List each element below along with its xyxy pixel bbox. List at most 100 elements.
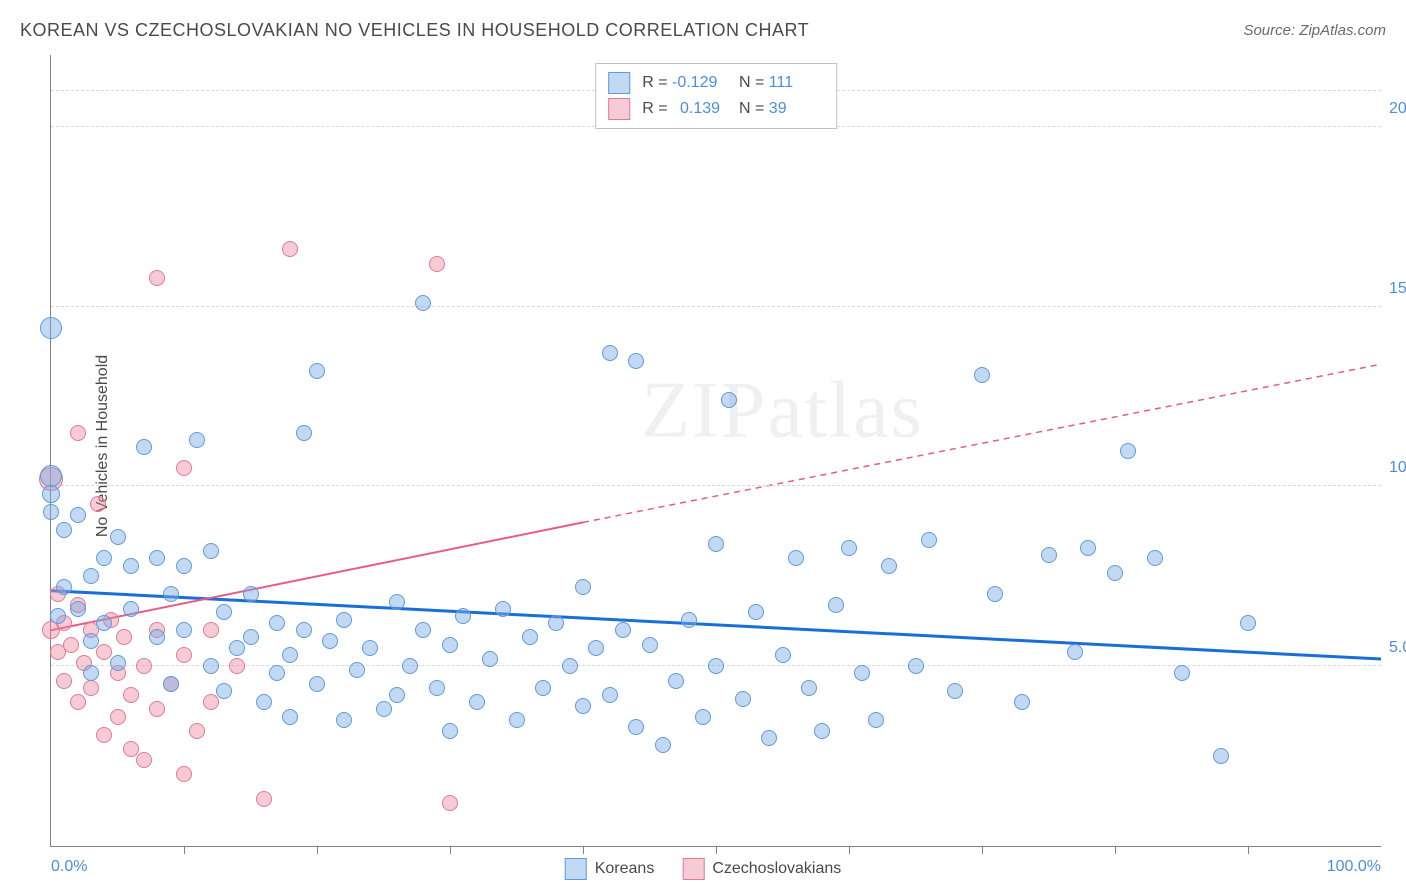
data-point: [1067, 644, 1083, 660]
data-point: [1174, 665, 1190, 681]
data-point: [70, 601, 86, 617]
data-point: [1041, 547, 1057, 563]
data-point: [322, 633, 338, 649]
legend-row-korean: R = -0.129 N = 111: [608, 70, 824, 96]
data-point: [575, 698, 591, 714]
data-point: [123, 601, 139, 617]
data-point: [56, 522, 72, 538]
gridline: [51, 306, 1381, 307]
data-point: [562, 658, 578, 674]
data-point: [828, 597, 844, 613]
legend-label-czech: Czechoslovakians: [712, 860, 841, 878]
data-point: [136, 752, 152, 768]
data-point: [735, 691, 751, 707]
data-point: [56, 579, 72, 595]
data-point: [136, 439, 152, 455]
data-point: [176, 766, 192, 782]
data-point: [63, 637, 79, 653]
data-point: [947, 683, 963, 699]
legend-label-korean: Koreans: [595, 860, 655, 878]
data-point: [362, 640, 378, 656]
data-point: [50, 608, 66, 624]
data-point: [256, 791, 272, 807]
data-point: [642, 637, 658, 653]
data-point: [189, 432, 205, 448]
data-point: [216, 604, 232, 620]
data-point: [1107, 565, 1123, 581]
data-point: [163, 586, 179, 602]
data-point: [655, 737, 671, 753]
data-point: [389, 687, 405, 703]
swatch-czech: [608, 98, 630, 120]
x-max-label: 100.0%: [1327, 858, 1381, 876]
gridline: [51, 485, 1381, 486]
data-point: [123, 687, 139, 703]
x-tick: [583, 846, 584, 854]
data-point: [868, 712, 884, 728]
data-point: [176, 460, 192, 476]
data-point: [309, 363, 325, 379]
data-point: [203, 543, 219, 559]
data-point: [628, 353, 644, 369]
data-point: [402, 658, 418, 674]
x-tick: [849, 846, 850, 854]
data-point: [163, 676, 179, 692]
data-point: [136, 658, 152, 674]
data-point: [70, 425, 86, 441]
swatch-korean-icon: [565, 858, 587, 880]
data-point: [243, 586, 259, 602]
swatch-czech-icon: [682, 858, 704, 880]
legend-item-korean: Koreans: [565, 858, 655, 880]
data-point: [881, 558, 897, 574]
data-point: [296, 425, 312, 441]
data-point: [203, 622, 219, 638]
data-point: [1120, 443, 1136, 459]
data-point: [116, 629, 132, 645]
data-point: [96, 550, 112, 566]
data-point: [455, 608, 471, 624]
source-label: Source: ZipAtlas.com: [1243, 22, 1386, 39]
data-point: [628, 719, 644, 735]
y-tick-label: 10.0%: [1389, 459, 1406, 477]
data-point: [123, 558, 139, 574]
data-point: [83, 680, 99, 696]
plot-area: ZIPatlas R = -0.129 N = 111 R = 0.139 N …: [50, 55, 1381, 847]
data-point: [575, 579, 591, 595]
x-tick: [982, 846, 983, 854]
x-tick: [450, 846, 451, 854]
data-point: [282, 647, 298, 663]
data-point: [854, 665, 870, 681]
data-point: [83, 568, 99, 584]
data-point: [282, 241, 298, 257]
data-point: [841, 540, 857, 556]
data-point: [349, 662, 365, 678]
swatch-korean: [608, 72, 630, 94]
data-point: [149, 701, 165, 717]
data-point: [469, 694, 485, 710]
data-point: [429, 256, 445, 272]
trend-lines: [51, 55, 1381, 846]
data-point: [908, 658, 924, 674]
data-point: [70, 507, 86, 523]
data-point: [721, 392, 737, 408]
data-point: [256, 694, 272, 710]
data-point: [42, 485, 60, 503]
data-point: [775, 647, 791, 663]
data-point: [40, 465, 62, 487]
data-point: [1147, 550, 1163, 566]
x-tick: [1115, 846, 1116, 854]
data-point: [282, 709, 298, 725]
data-point: [615, 622, 631, 638]
data-point: [668, 673, 684, 689]
data-point: [203, 694, 219, 710]
data-point: [83, 665, 99, 681]
data-point: [43, 504, 59, 520]
data-point: [748, 604, 764, 620]
data-point: [176, 622, 192, 638]
data-point: [695, 709, 711, 725]
legend-item-czech: Czechoslovakians: [682, 858, 841, 880]
data-point: [96, 615, 112, 631]
data-point: [110, 709, 126, 725]
data-point: [442, 723, 458, 739]
data-point: [376, 701, 392, 717]
